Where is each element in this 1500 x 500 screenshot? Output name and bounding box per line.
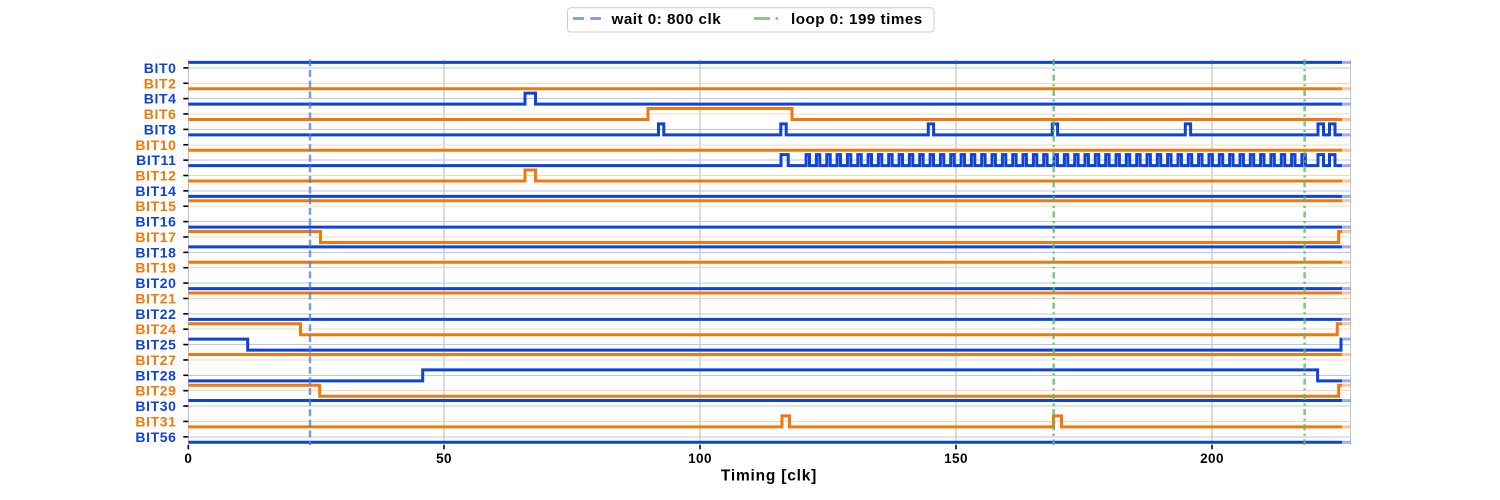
svg-text:BIT4: BIT4 — [144, 91, 177, 107]
svg-text:BIT15: BIT15 — [135, 198, 176, 214]
svg-text:BIT0: BIT0 — [144, 60, 177, 76]
svg-text:BIT31: BIT31 — [135, 413, 176, 429]
svg-text:BIT18: BIT18 — [135, 244, 176, 260]
svg-text:BIT25: BIT25 — [135, 337, 176, 353]
svg-text:BIT6: BIT6 — [144, 106, 177, 122]
svg-text:50: 50 — [436, 451, 452, 466]
svg-text:BIT8: BIT8 — [144, 121, 177, 137]
svg-text:BIT27: BIT27 — [135, 352, 176, 368]
svg-text:BIT56: BIT56 — [135, 429, 176, 445]
svg-text:BIT14: BIT14 — [135, 183, 176, 199]
svg-text:100: 100 — [688, 451, 712, 466]
svg-text:BIT28: BIT28 — [135, 367, 176, 383]
svg-text:BIT29: BIT29 — [135, 383, 176, 399]
svg-text:loop 0: 199 times: loop 0: 199 times — [791, 11, 923, 28]
svg-text:BIT22: BIT22 — [135, 306, 176, 322]
svg-text:BIT24: BIT24 — [135, 321, 176, 337]
svg-text:BIT17: BIT17 — [135, 229, 176, 245]
svg-text:0: 0 — [184, 451, 192, 466]
svg-text:BIT16: BIT16 — [135, 214, 176, 230]
svg-text:BIT11: BIT11 — [136, 152, 176, 168]
svg-text:BIT19: BIT19 — [135, 260, 176, 276]
svg-text:wait 0: 800 clk: wait 0: 800 clk — [611, 11, 722, 28]
svg-text:200: 200 — [1200, 451, 1224, 466]
svg-text:BIT2: BIT2 — [144, 75, 177, 91]
svg-text:BIT30: BIT30 — [135, 398, 176, 414]
svg-text:BIT10: BIT10 — [135, 137, 176, 153]
svg-text:Timing [clk]: Timing [clk] — [721, 467, 817, 484]
svg-text:BIT12: BIT12 — [135, 168, 176, 184]
svg-text:BIT20: BIT20 — [135, 275, 176, 291]
svg-text:150: 150 — [944, 451, 968, 466]
svg-text:BIT21: BIT21 — [135, 290, 176, 306]
